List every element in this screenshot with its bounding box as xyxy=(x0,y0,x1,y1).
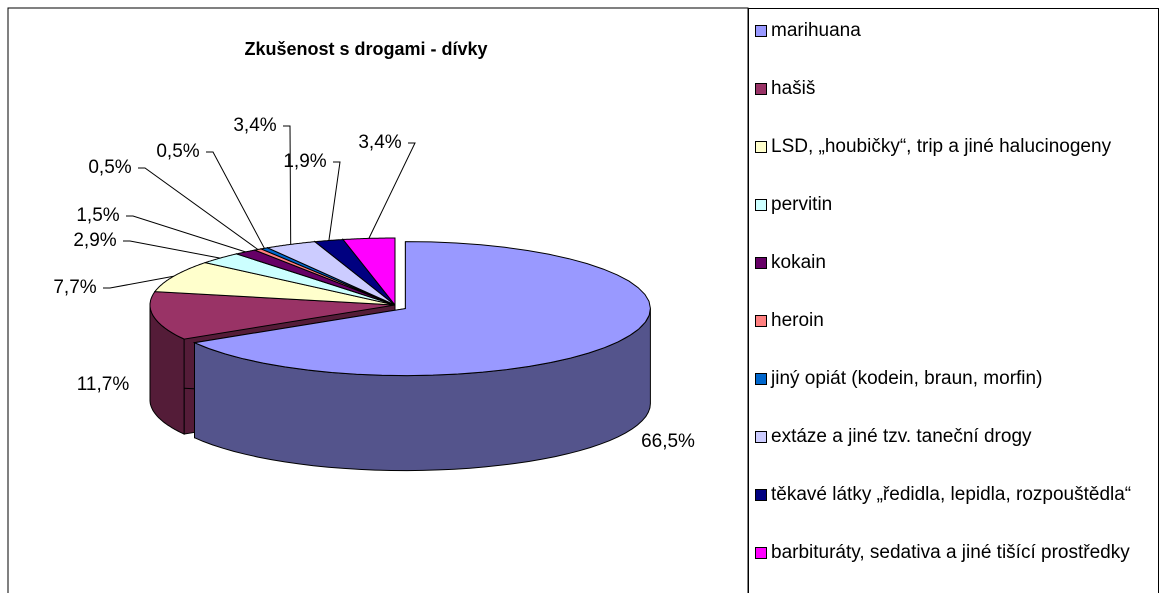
slice xyxy=(192,241,651,377)
data-label: 2,9% xyxy=(73,230,116,251)
legend-label: LSD, „houbičky“, trip a jiné halucinogen… xyxy=(771,136,1112,157)
legend-swatch xyxy=(755,431,767,443)
data-label: 1,5% xyxy=(76,205,119,226)
legend-item: heroin xyxy=(755,309,1161,333)
legend-swatch xyxy=(755,547,767,559)
legend-item: pervitin xyxy=(755,193,1161,217)
legend-swatch xyxy=(755,315,767,327)
data-label: 7,7% xyxy=(53,277,96,298)
leader-line xyxy=(283,125,292,245)
legend-label: extáze a jiné tzv. taneční drogy xyxy=(771,426,1032,447)
legend-item: extáze a jiné tzv. taneční drogy xyxy=(755,425,1161,449)
data-label: 1,9% xyxy=(283,151,326,172)
legend-item: LSD, „houbičky“, trip a jiné halucinogen… xyxy=(755,135,1161,159)
legend-label: heroin xyxy=(771,310,824,331)
legend-swatch xyxy=(755,373,767,385)
legend-swatch xyxy=(755,25,767,37)
legend: marihuana hašiš LSD, „houbičky“, trip a ji… xyxy=(748,8,1159,593)
legend-swatch xyxy=(755,257,767,269)
legend-item: marihuana xyxy=(755,19,1161,43)
data-label: 66,5% xyxy=(641,431,695,452)
leader-line xyxy=(126,215,246,253)
leader-line xyxy=(206,151,265,249)
leader-line xyxy=(328,161,341,241)
data-label: 11,7% xyxy=(77,374,130,395)
data-label: 3,4% xyxy=(358,132,401,153)
legend-item: těkavé látky „ředidla, lepidla, rozpoušt… xyxy=(755,483,1161,507)
legend-label: marihuana xyxy=(771,20,861,41)
leader-line xyxy=(368,142,416,239)
legend-item: jiný opiát (kodein, braun, morfin) xyxy=(755,367,1161,391)
legend-swatch xyxy=(755,141,767,153)
legend-item: barbituráty, sedativa a jiné tišící pros… xyxy=(755,541,1161,565)
leader-line xyxy=(103,275,174,289)
legend-label: pervitin xyxy=(771,194,833,215)
leader-line xyxy=(123,240,221,259)
legend-label: kokain xyxy=(771,252,826,273)
legend-item: hašiš xyxy=(755,77,1161,101)
legend-swatch xyxy=(755,489,767,501)
legend-label: těkavé látky „ředidla, lepidla, rozpoušt… xyxy=(771,484,1132,505)
legend-swatch xyxy=(755,83,767,95)
legend-label: jiný opiát (kodein, braun, morfin) xyxy=(771,368,1043,389)
legend-label: barbituráty, sedativa a jiné tišící pros… xyxy=(771,542,1130,563)
slice xyxy=(149,291,396,340)
legend-item: kokain xyxy=(755,251,1161,275)
data-label: 0,5% xyxy=(156,141,199,162)
data-label: 3,4% xyxy=(233,115,276,136)
legend-label: hašiš xyxy=(771,78,816,99)
data-label: 0,5% xyxy=(88,157,131,178)
leader-line xyxy=(138,167,259,250)
legend-swatch xyxy=(755,199,767,211)
chart-title: Zkušenost s drogami - dívky xyxy=(244,39,487,59)
